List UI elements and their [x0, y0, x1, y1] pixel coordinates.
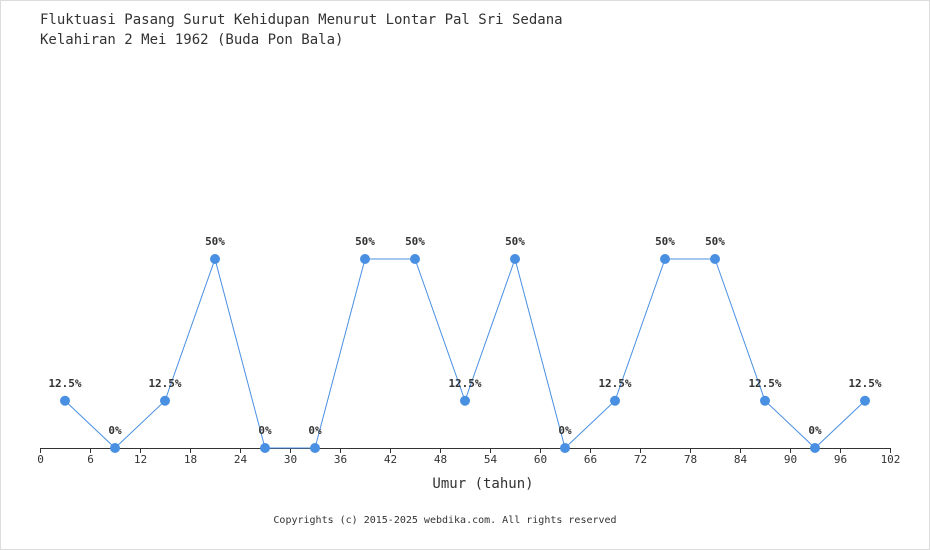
data-label: 50%	[655, 235, 675, 248]
data-label: 0%	[558, 424, 572, 437]
data-point	[610, 395, 620, 406]
data-label: 12.5%	[448, 377, 481, 390]
data-point	[60, 395, 70, 406]
data-label: 50%	[405, 235, 425, 248]
data-label: 12.5%	[848, 377, 881, 390]
x-tick-label: 0	[37, 453, 44, 466]
data-label: 0%	[108, 424, 122, 437]
data-label-layer: 12.5% 0% 12.5% 50% 0% 0% 50% 50% 12.5% 50% 0% 12.5%…	[48, 235, 881, 437]
x-tick-label: 30	[284, 453, 297, 466]
x-tick-label: 6	[87, 453, 94, 466]
data-label: 12.5%	[148, 377, 181, 390]
data-point	[210, 254, 220, 264]
x-tick-label: 96	[834, 453, 847, 466]
data-point	[110, 443, 120, 453]
x-tick-label: 102	[881, 453, 901, 466]
x-tick-label: 48	[434, 453, 447, 466]
series-line	[64, 257, 866, 449]
x-tick-label: 72	[634, 453, 647, 466]
chart-title-line2: Kelahiran 2 Mei 1962 (Buda Pon Bala)	[40, 32, 344, 48]
data-point	[510, 254, 520, 264]
x-tick-label: 90	[784, 453, 797, 466]
x-tick-label: 18	[184, 453, 197, 466]
chart-title-line1: Fluktuasi Pasang Surut Kehidupan Menurut…	[40, 12, 563, 28]
axis-layer: 0 6 12 18 24 30 36 42 48 54 60 66 72 78 84 90 96 102	[37, 448, 900, 466]
x-tick-label: 78	[684, 453, 697, 466]
series-layer	[60, 254, 870, 453]
x-tick-label: 60	[534, 453, 547, 466]
data-point	[460, 395, 470, 406]
data-label: 50%	[505, 235, 525, 248]
data-point	[310, 443, 320, 453]
data-label: 50%	[705, 235, 725, 248]
x-tick-label: 84	[734, 453, 748, 466]
data-point	[860, 395, 870, 406]
data-label: 0%	[308, 424, 322, 437]
x-tick-label: 42	[384, 453, 397, 466]
data-point	[760, 395, 770, 406]
data-point	[710, 254, 720, 264]
x-axis-title: Umur (tahun)	[432, 476, 533, 492]
data-label: 0%	[258, 424, 272, 437]
chart-title: Fluktuasi Pasang Surut Kehidupan Menurut…	[40, 10, 563, 50]
data-label: 12.5%	[598, 377, 631, 390]
data-point	[360, 254, 370, 264]
x-tick-label: 24	[234, 453, 248, 466]
data-point	[160, 395, 170, 406]
x-tick-label: 66	[584, 453, 597, 466]
data-point	[410, 254, 420, 264]
data-point	[260, 443, 270, 453]
data-point	[660, 254, 670, 264]
x-tick-label: 36	[334, 453, 347, 466]
data-label: 0%	[808, 424, 822, 437]
data-label: 12.5%	[48, 377, 81, 390]
x-tick-label: 12	[134, 453, 147, 466]
data-point	[560, 443, 570, 453]
copyright-footer: Copyrights (c) 2015-2025 webdika.com. Al…	[273, 515, 617, 526]
data-label: 50%	[205, 235, 225, 248]
data-label: 50%	[355, 235, 375, 248]
data-label: 12.5%	[748, 377, 781, 390]
data-point	[810, 443, 820, 453]
x-tick-label: 54	[484, 453, 498, 466]
